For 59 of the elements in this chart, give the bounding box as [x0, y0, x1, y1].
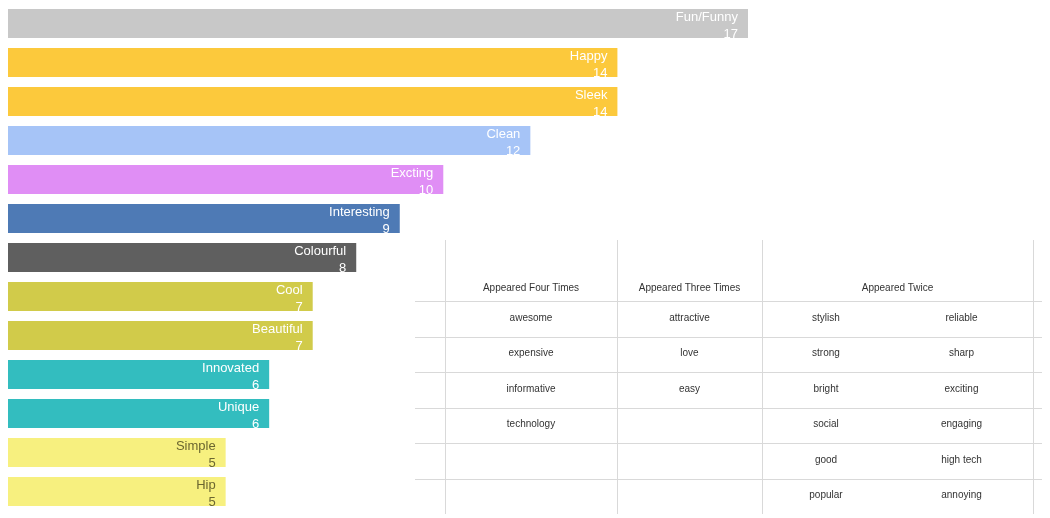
- y-tick-label: Cool: [275, 281, 303, 297]
- bar: [8, 438, 226, 468]
- category-label: Appeared Three Times: [637, 282, 742, 293]
- y-tick-label: Sleek: [574, 86, 608, 102]
- category-label: Appeared Twice: [860, 282, 935, 293]
- data-label: 6: [251, 415, 260, 431]
- bar: [8, 126, 531, 156]
- text: engaging: [940, 418, 983, 430]
- y-tick-label: Interesting: [329, 203, 390, 219]
- y-tick-label: Colourful: [294, 242, 347, 258]
- text: high tech: [941, 453, 982, 465]
- bar: [8, 360, 270, 390]
- bar: [8, 243, 357, 273]
- text: stylish: [812, 311, 840, 323]
- y-tick-label: Unique: [217, 398, 260, 414]
- text: expensive: [508, 347, 554, 359]
- y-tick-label: Innovated: [202, 359, 260, 375]
- text: awesome: [509, 311, 553, 323]
- text: reliable: [945, 311, 978, 323]
- text: informative: [506, 382, 556, 394]
- bar: [8, 9, 748, 39]
- bar: [8, 165, 444, 195]
- text: easy: [678, 382, 701, 394]
- data-label: 7: [295, 337, 303, 353]
- data-label: 12: [505, 142, 521, 158]
- bar: [8, 87, 618, 117]
- bar: [8, 48, 618, 78]
- text: love: [680, 347, 699, 359]
- text: annoying: [941, 489, 982, 501]
- bar: [8, 204, 400, 234]
- data-label: 14: [592, 103, 608, 119]
- bar: [8, 282, 313, 312]
- text: good: [814, 453, 838, 465]
- text: strong: [812, 347, 840, 359]
- bar: [8, 399, 270, 429]
- text: attractive: [669, 311, 710, 323]
- text: sharp: [948, 347, 974, 359]
- data-label: 5: [208, 493, 216, 509]
- y-tick-label: Simple: [175, 437, 216, 453]
- y-tick-label: Hip: [196, 476, 216, 492]
- data-label: 6: [251, 376, 260, 392]
- bar: [8, 321, 313, 351]
- text: technology: [506, 418, 556, 430]
- text: exciting: [944, 382, 979, 394]
- text: bright: [813, 382, 839, 394]
- data-label: 8: [339, 259, 347, 275]
- text: popular: [809, 489, 843, 501]
- y-tick-label: Excting: [390, 164, 434, 180]
- data-label: 7: [295, 298, 303, 314]
- bar: [8, 477, 226, 507]
- y-tick-label: Clean: [486, 125, 521, 141]
- category-label: Appeared Four Times: [481, 282, 581, 293]
- y-tick-label: Happy: [569, 47, 608, 63]
- data-label: 5: [208, 454, 216, 470]
- data-label: 9: [382, 220, 390, 236]
- text: social: [813, 418, 839, 430]
- data-label: 10: [418, 181, 434, 197]
- data-label: 14: [592, 64, 608, 80]
- y-tick-label: Beautiful: [252, 320, 303, 336]
